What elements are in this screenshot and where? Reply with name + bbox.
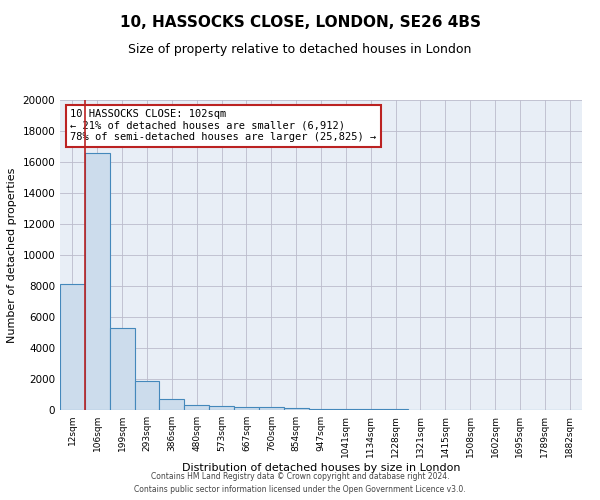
Bar [60, 284, 85, 410]
Text: Contains public sector information licensed under the Open Government Licence v3: Contains public sector information licen… [134, 485, 466, 494]
Bar [284, 408, 308, 410]
Bar [110, 328, 134, 410]
Text: 10, HASSOCKS CLOSE, LONDON, SE26 4BS: 10, HASSOCKS CLOSE, LONDON, SE26 4BS [119, 15, 481, 30]
Bar [259, 407, 284, 410]
X-axis label: Distribution of detached houses by size in London: Distribution of detached houses by size … [182, 462, 460, 472]
Y-axis label: Number of detached properties: Number of detached properties [7, 168, 17, 342]
Bar [308, 409, 334, 410]
Bar [334, 409, 358, 410]
Bar [358, 409, 383, 410]
Bar [209, 406, 234, 410]
Text: Size of property relative to detached houses in London: Size of property relative to detached ho… [128, 42, 472, 56]
Bar [160, 399, 184, 410]
Bar [184, 404, 209, 410]
Bar [234, 407, 259, 410]
Text: 10 HASSOCKS CLOSE: 102sqm
← 21% of detached houses are smaller (6,912)
78% of se: 10 HASSOCKS CLOSE: 102sqm ← 21% of detac… [70, 110, 377, 142]
Bar [85, 152, 110, 410]
Bar [134, 382, 160, 410]
Text: Contains HM Land Registry data © Crown copyright and database right 2024.: Contains HM Land Registry data © Crown c… [151, 472, 449, 481]
